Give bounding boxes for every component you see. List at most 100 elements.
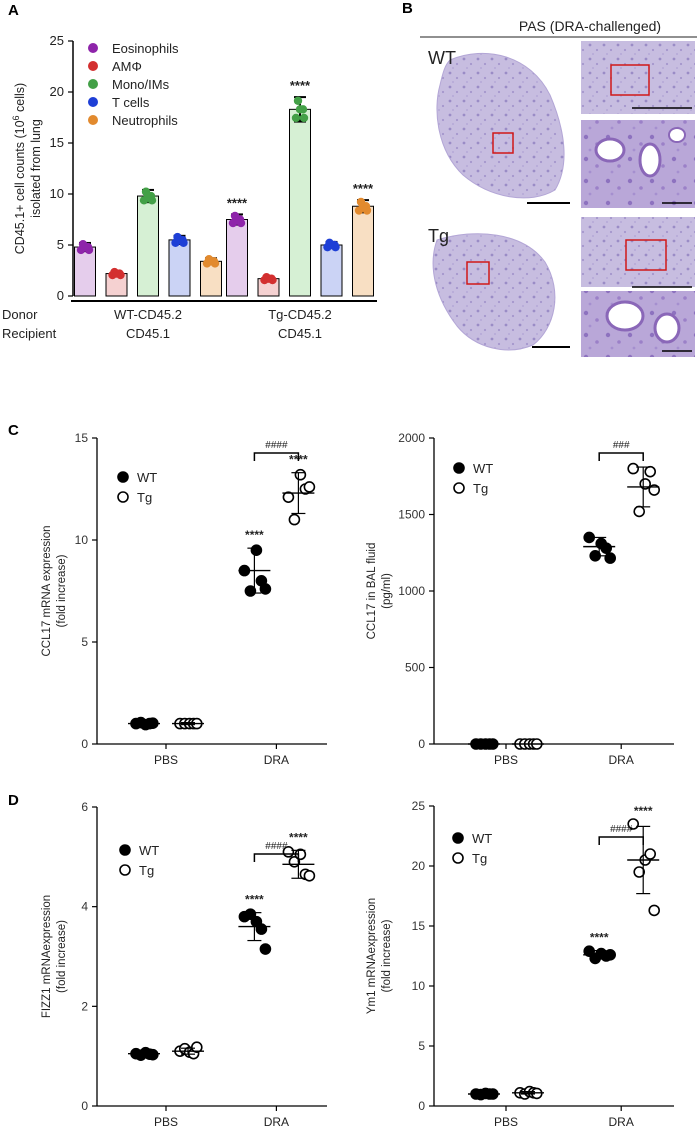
panel-label-a: A (8, 2, 19, 19)
comparison-bracket (253, 853, 300, 862)
y-tick-label: 10 (412, 979, 426, 993)
data-point (259, 943, 272, 955)
legend-marker (453, 482, 465, 494)
y-tick-label: 0 (57, 288, 64, 303)
legend-label: Neutrophils (112, 113, 178, 128)
y-tick-label: 1000 (398, 584, 425, 598)
data-point (291, 113, 301, 123)
panel-c-left-scatter: 0 5 10 15 CCL17 mRNA expression (fold increas… (41, 431, 327, 767)
legend-marker (119, 844, 131, 856)
y-tick-label: 10 (50, 186, 64, 201)
legend-label: Tg (473, 481, 488, 496)
data-point (259, 583, 272, 595)
legend-label: Tg (472, 851, 487, 866)
donor-row-label: Donor (2, 307, 38, 322)
data-point (627, 818, 640, 830)
data-point (295, 105, 305, 114)
data-point (175, 235, 184, 245)
data-point (264, 274, 273, 283)
data-point (293, 96, 303, 105)
data-point (358, 202, 368, 211)
significance-stars: **** (289, 830, 308, 844)
data-point (648, 904, 661, 917)
y-tick-label: 0 (418, 1099, 425, 1113)
bracket-significance: #### (265, 841, 288, 852)
y-tick-label: 15 (75, 431, 89, 445)
data-point (327, 240, 336, 250)
bar (74, 246, 96, 297)
y-axis-label-line2: isolated from lung (29, 119, 43, 218)
significance-stars: **** (353, 181, 374, 196)
legend-marker (453, 462, 465, 474)
legend-label: Mono/IMs (112, 77, 170, 92)
y-tick-label: 25 (50, 33, 64, 48)
legend-label: WT (472, 831, 492, 846)
legend-label: T cells (112, 95, 150, 110)
legend-label: AMΦ (112, 59, 142, 74)
x-tick-label: PBS (154, 1115, 178, 1129)
wt-zoom-box (492, 132, 514, 154)
x-tick-label: PBS (494, 1115, 518, 1129)
data-point (633, 866, 646, 878)
y-axis-label-line2: (fold increase) (381, 919, 393, 992)
y-tick-label: 0 (81, 1099, 88, 1113)
panel-a-bar-chart: 0 5 10 15 20 25 CD45.1+ cell counts (106 cells… (2, 33, 377, 341)
data-point (255, 923, 268, 935)
y-tick-label: 0 (81, 737, 88, 751)
y-axis-label-line2: (fold increase) (56, 920, 68, 993)
panel-label-c: C (8, 422, 19, 439)
legend-marker (117, 491, 129, 503)
y-tick-label: 0 (418, 737, 425, 751)
y-tick-label: 5 (81, 635, 88, 649)
data-point (288, 513, 301, 526)
legend-label: WT (473, 461, 493, 476)
legend-marker (88, 97, 98, 107)
x-tick-label: PBS (494, 753, 518, 767)
legend-label: Tg (137, 490, 152, 505)
bracket-significance: #### (265, 440, 288, 451)
legend-marker (88, 79, 98, 89)
y-tick-label: 5 (57, 237, 64, 252)
panel-b-histology: PAS (DRA-challenged) WT Tg (415, 18, 697, 380)
y-tick-label: 20 (412, 859, 426, 873)
tg-zoom-box (466, 261, 490, 285)
y-axis-label: FIZZ1 mRNAexpression (41, 895, 53, 1018)
comparison-bracket (598, 836, 644, 845)
data-point (112, 269, 121, 278)
recipient-row-label: Recipient (2, 326, 57, 341)
bar (137, 195, 159, 297)
legend-marker (452, 852, 464, 864)
significance-stars: **** (634, 804, 653, 818)
significance-stars: **** (227, 195, 248, 210)
y-tick-label: 15 (412, 919, 426, 933)
y-tick-label: 1500 (398, 508, 425, 522)
y-tick-label: 5 (418, 1039, 425, 1053)
legend-marker (117, 471, 129, 483)
bar (200, 260, 222, 297)
data-point (244, 908, 257, 920)
data-point (80, 242, 90, 252)
y-axis-label: CD45.1+ cell counts (106 cells) (11, 83, 27, 254)
legend-label: WT (137, 470, 157, 485)
bar (352, 205, 374, 297)
data-point (143, 191, 153, 201)
data-point (303, 869, 316, 882)
y-tick-label: 20 (50, 84, 64, 99)
panel-d-right-scatter: 0 5 10 15 20 25 Ym1 mRNAexpression (fold increa… (366, 799, 674, 1129)
recipient-label: CD45.1 (126, 326, 170, 341)
x-tick-label: DRA (609, 1115, 634, 1129)
donor-label: WT-CD45.2 (114, 307, 182, 322)
wt-medium-zoom-box (610, 64, 650, 96)
y-tick-label: 25 (412, 799, 426, 813)
bar (289, 108, 311, 297)
y-tick-label: 2000 (398, 431, 425, 445)
data-point (600, 542, 613, 554)
data-point (299, 113, 309, 123)
bracket-significance: ### (613, 440, 630, 451)
legend-label: WT (139, 843, 159, 858)
legend-marker (88, 61, 98, 71)
legend-marker (88, 115, 98, 125)
y-axis-label-line2: (fold increase) (56, 554, 68, 627)
tg-medium-mag (581, 217, 695, 287)
tg-medium-zoom-box (625, 239, 667, 271)
